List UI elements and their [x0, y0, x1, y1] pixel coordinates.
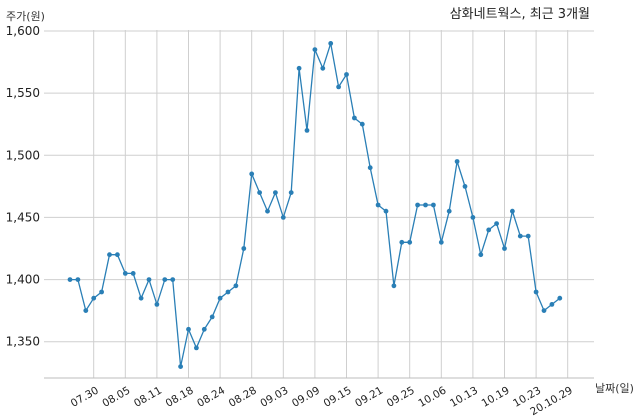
x-tick-label: 07.30: [69, 384, 101, 409]
y-tick-label: 1,500: [6, 148, 40, 162]
data-point: [525, 233, 531, 239]
data-point: [194, 345, 199, 351]
data-point: [241, 246, 247, 251]
data-point: [170, 277, 176, 282]
data-point: [217, 295, 223, 301]
data-point: [162, 277, 168, 282]
data-point: [130, 271, 136, 276]
data-point: [186, 326, 191, 332]
data-point: [438, 239, 444, 245]
data-point: [541, 308, 547, 313]
data-point: [549, 302, 555, 307]
data-point: [288, 190, 294, 196]
data-point: [209, 314, 215, 320]
y-tick-label: 1,600: [6, 24, 40, 38]
x-tick-label: 08.05: [100, 384, 132, 409]
data-point: [431, 202, 436, 208]
data-point: [470, 215, 476, 220]
data-point: [367, 165, 373, 171]
y-tick-label: 1,550: [6, 86, 40, 100]
data-point: [415, 202, 420, 208]
data-point: [517, 233, 523, 239]
data-point: [533, 289, 539, 295]
x-tick-label: 08.18: [164, 384, 196, 409]
x-tick-label: 09.15: [322, 384, 354, 409]
data-point: [320, 65, 326, 71]
data-point: [423, 202, 428, 208]
data-point: [486, 227, 492, 233]
data-point: [304, 127, 310, 133]
data-point: [257, 190, 262, 196]
data-point: [146, 277, 152, 282]
y-tick-label: 1,450: [6, 210, 40, 224]
data-point: [107, 252, 112, 258]
data-point: [67, 277, 73, 282]
data-point: [138, 295, 144, 301]
data-point: [446, 208, 452, 214]
x-tick-label: 08.24: [195, 384, 227, 410]
data-point: [328, 41, 334, 46]
chart-title: 삼화네트웍스, 최근 3개월: [450, 7, 590, 22]
data-point: [494, 221, 499, 227]
x-axis-label: 날짜(일): [595, 381, 634, 395]
x-tick-label: 09.03: [258, 384, 290, 409]
x-axis-ticks: 07.30 08.05 08.11 08.18 08.24 08.28 09.03 09.09…: [69, 384, 575, 418]
y-axis-ticks: 1,350 1,400 1,450 1,500 1,550 1,600: [6, 24, 40, 349]
data-point: [99, 289, 104, 295]
data-point: [273, 190, 278, 196]
data-point: [336, 84, 341, 90]
y-axis-label: 주가(원): [6, 10, 45, 23]
data-point: [375, 202, 381, 208]
data-point: [510, 208, 515, 214]
data-point: [502, 246, 507, 251]
data-point: [115, 252, 120, 258]
data-point: [312, 47, 318, 52]
data-point: [399, 239, 405, 245]
x-tick-label: 08.11: [132, 384, 164, 409]
data-point: [407, 239, 413, 245]
x-tick-label: 08.28: [227, 384, 259, 409]
data-point: [359, 121, 365, 127]
x-tick-label: 09.21: [353, 384, 385, 409]
x-tick-label: 09.25: [385, 384, 417, 409]
y-tick-label: 1,400: [6, 273, 40, 287]
data-point: [225, 289, 231, 295]
x-tick-label: 10.06: [416, 384, 448, 410]
data-point: [352, 115, 357, 121]
data-point: [383, 208, 389, 214]
series: [67, 41, 563, 369]
data-point: [454, 159, 460, 164]
y-tick-label: 1,350: [6, 335, 40, 349]
data-point: [154, 302, 160, 307]
data-point: [265, 208, 270, 214]
data-point: [462, 184, 468, 189]
x-tick-label: 09.09: [290, 384, 322, 409]
data-point: [249, 171, 255, 177]
data-point: [478, 252, 484, 258]
data-point: [75, 277, 81, 282]
data-point: [280, 215, 286, 220]
data-point: [201, 326, 207, 332]
data-point: [296, 65, 302, 71]
data-point: [83, 308, 89, 313]
data-point: [557, 295, 563, 301]
data-point: [233, 283, 239, 289]
data-point: [178, 364, 184, 369]
data-point: [391, 283, 397, 289]
x-tick-label: 10.19: [480, 384, 512, 409]
data-point: [91, 295, 97, 301]
data-point: [344, 72, 349, 77]
x-tick-label: 10.13: [448, 384, 480, 409]
data-point: [122, 271, 128, 276]
grid: [44, 30, 594, 378]
